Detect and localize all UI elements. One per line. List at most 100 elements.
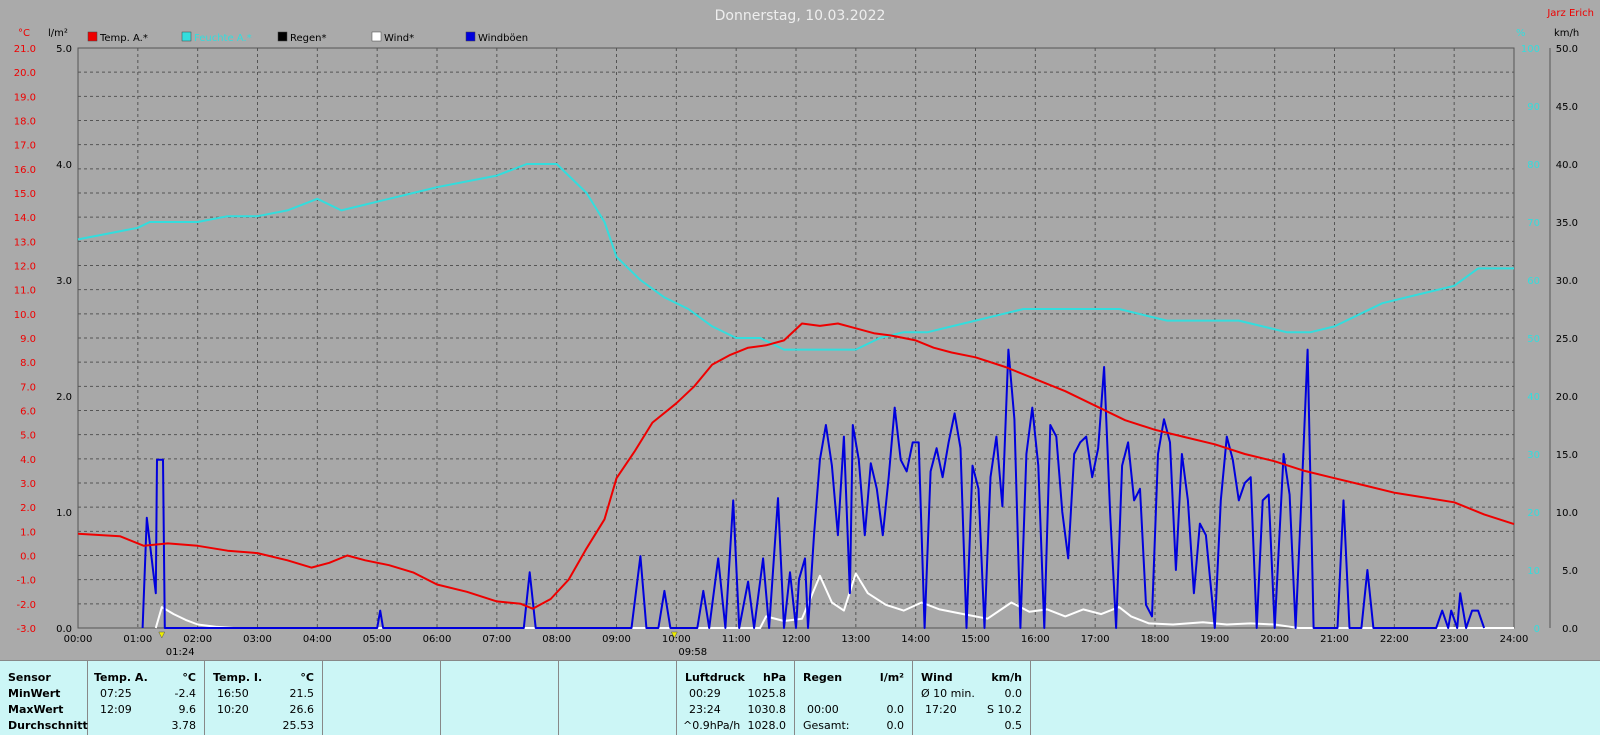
time-marker-label: 09:58 [678, 647, 707, 658]
temp-tick-label: 2.0 [20, 503, 36, 514]
time-marker-label: 01:24 [166, 647, 195, 658]
hum-tick-label: 30 [1527, 450, 1540, 461]
temp-i-avg: 25.53 [282, 719, 315, 732]
wind-unit: km/h [1554, 28, 1579, 39]
rain-tick-label: 1.0 [56, 508, 72, 519]
temp-tick-label: 16.0 [14, 165, 36, 176]
legend-swatch [277, 31, 288, 42]
rain-header: Regen [803, 671, 843, 684]
temp-tick-label: 21.0 [14, 44, 36, 55]
x-tick-label: 11:00 [722, 634, 751, 645]
x-tick-label: 08:00 [542, 634, 571, 645]
temp-tick-label: -2.0 [16, 600, 36, 611]
rain-max-val: 0.0 [886, 703, 905, 716]
wind-min-label: Ø 10 min. [921, 687, 975, 700]
wind-tick-label: 30.0 [1556, 276, 1578, 287]
rain-unit: l/m² [48, 28, 68, 39]
temp-tick-label: -1.0 [16, 576, 36, 587]
temp-tick-label: 5.0 [20, 431, 36, 442]
sensor-header: Sensor [8, 671, 51, 684]
press-header: Luftdruck [685, 671, 745, 684]
x-tick-label: 21:00 [1320, 634, 1349, 645]
rain-unit: l/m² [879, 671, 904, 684]
stats-col-empty-2 [441, 661, 559, 735]
wind-tick-label: 35.0 [1556, 218, 1578, 229]
temp-tick-label: 1.0 [20, 527, 36, 538]
hum-tick-label: 0 [1534, 624, 1540, 635]
hum-tick-label: 10 [1527, 566, 1540, 577]
legend: Temp. A.* Feuchte A.* Regen* Wind* Windböen [87, 31, 528, 44]
temp-a-unit: °C [182, 671, 196, 684]
x-tick-label: 14:00 [901, 634, 930, 645]
wind-avg: 0.5 [1004, 719, 1023, 732]
rain-max-time: 00:00 [807, 703, 839, 716]
time-marker-icon [158, 631, 166, 639]
temp-tick-label: 19.0 [14, 92, 36, 103]
temp-a-max-time: 12:09 [100, 703, 132, 716]
x-tick-label: 04:00 [303, 634, 332, 645]
rain-tick-label: 0.0 [56, 624, 72, 635]
grid [78, 48, 1514, 628]
temp-tick-label: 11.0 [14, 286, 36, 297]
temp-tick-label: 18.0 [14, 117, 36, 128]
wind-tick-label: 45.0 [1556, 102, 1578, 113]
temp-tick-label: 0.0 [20, 552, 36, 563]
temp-tick-label: 13.0 [14, 237, 36, 248]
temp-tick-label: 6.0 [20, 407, 36, 418]
x-tick-label: 18:00 [1141, 634, 1170, 645]
stats-col-sensor: Sensor MinWert MaxWert Durchschnitt [0, 661, 88, 735]
press-max-time: 23:24 [689, 703, 721, 716]
legend-label: Regen* [290, 33, 327, 44]
temp-a-min-time: 07:25 [100, 687, 132, 700]
hum-tick-label: 100 [1521, 44, 1540, 55]
temp-a-max-val: 9.6 [178, 703, 197, 716]
temp-tick-label: 8.0 [20, 358, 36, 369]
x-tick-label: 02:00 [183, 634, 212, 645]
temp-unit: °C [18, 28, 30, 39]
stats-col-empty-3 [559, 661, 677, 735]
x-tick-label: 01:00 [123, 634, 152, 645]
x-tick-label: 10:00 [662, 634, 691, 645]
x-tick-label: 16:00 [1021, 634, 1050, 645]
temp-tick-label: 10.0 [14, 310, 36, 321]
x-tick-label: 20:00 [1260, 634, 1289, 645]
sensor-avg-label: Durchschnitt [8, 719, 88, 732]
x-tick-label: 00:00 [64, 634, 93, 645]
stats-panel: Sensor MinWert MaxWert Durchschnitt Temp… [0, 660, 1600, 735]
temp-tick-label: 15.0 [14, 189, 36, 200]
wind-tick-label: 40.0 [1556, 160, 1578, 171]
stats-col-temp-i: Temp. I. °C 16:50 21.5 10:20 26.6 25.53 [205, 661, 323, 735]
x-tick-label: 15:00 [961, 634, 990, 645]
temp-a-avg: 3.78 [171, 719, 197, 732]
legend-label: Feuchte A.* [194, 33, 252, 44]
stats-col-temp-a: Temp. A. °C 07:25 -2.4 12:09 9.6 3.78 [88, 661, 205, 735]
hum-tick-label: 50 [1527, 334, 1540, 345]
hum-tick-label: 80 [1527, 160, 1540, 171]
stats-col-pressure: Luftdruck hPa 00:29 1025.8 23:24 1030.8 … [677, 661, 795, 735]
press-avg-label: ^0.9hPa/h [683, 719, 741, 732]
temp-i-min-time: 16:50 [217, 687, 249, 700]
x-tick-label: 17:00 [1081, 634, 1110, 645]
axes: 00:00 01:00 02:00 03:00 04:00 05:00 06:00 07:00… [14, 44, 1578, 658]
rain-total-label: Gesamt: [803, 719, 850, 732]
x-tick-label: 06:00 [423, 634, 452, 645]
stats-col-wind: Wind km/h Ø 10 min. 0.0 17:20 S 10.2 0.5 [913, 661, 1031, 735]
hum-tick-label: 40 [1527, 392, 1540, 403]
rain-tick-label: 3.0 [56, 276, 72, 287]
wind-tick-label: 25.0 [1556, 334, 1578, 345]
hum-tick-label: 20 [1527, 508, 1540, 519]
temp-tick-label: 9.0 [20, 334, 36, 345]
wind-max-time: 17:20 [925, 703, 957, 716]
legend-label: Windböen [478, 33, 528, 44]
wind-tick-label: 10.0 [1556, 508, 1578, 519]
x-tick-label: 05:00 [363, 634, 392, 645]
temp-i-min-val: 21.5 [289, 687, 315, 700]
press-min-time: 00:29 [689, 687, 721, 700]
legend-label: Temp. A.* [99, 33, 148, 44]
chart-svg: 00:00 01:00 02:00 03:00 04:00 05:00 06:00 07:00… [14, 8, 1594, 658]
wind-unit: km/h [991, 671, 1022, 684]
wind-tick-label: 0.0 [1562, 624, 1578, 635]
hum-unit: % [1516, 28, 1526, 39]
series-layer [77, 163, 1515, 629]
temp-tick-label: 14.0 [14, 213, 36, 224]
